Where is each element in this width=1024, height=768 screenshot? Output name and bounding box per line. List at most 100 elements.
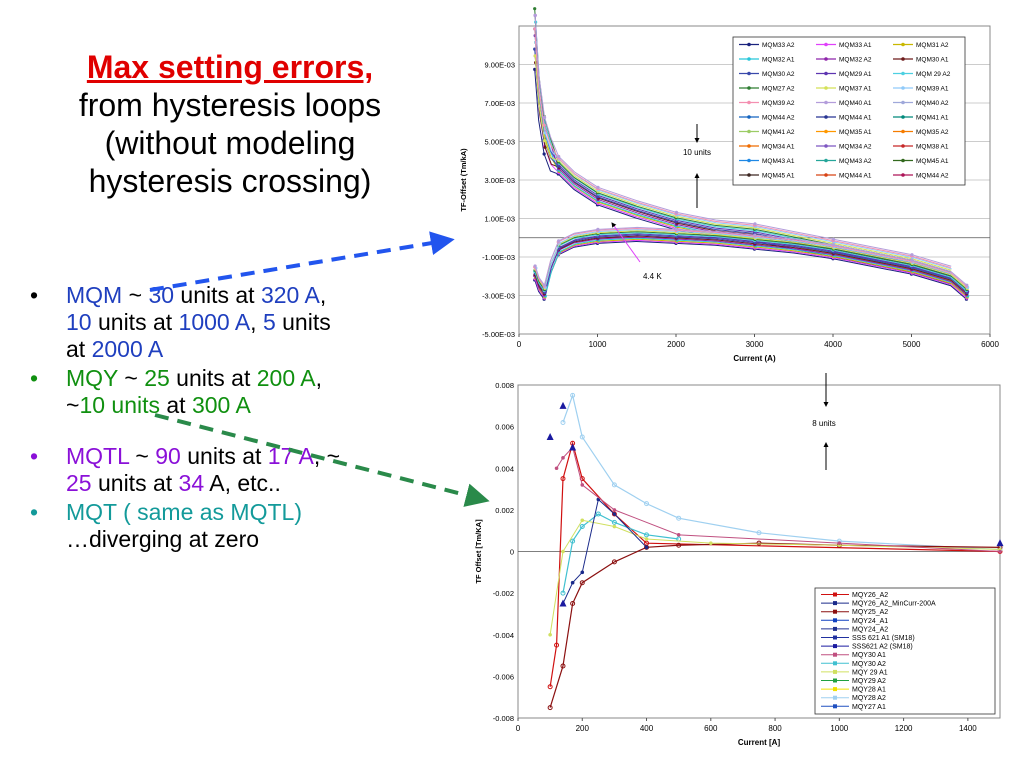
- legend-label: MQM45 A1: [762, 173, 795, 180]
- legend-swatch-marker: [747, 57, 751, 61]
- legend-swatch-marker: [833, 635, 837, 640]
- data-point: [557, 154, 561, 159]
- legend-swatch-marker: [833, 592, 837, 597]
- bullet-text: ~: [66, 392, 80, 418]
- bullet-value: 10 units: [79, 392, 160, 418]
- legend-label: SSS 621 A1 (SM18): [852, 635, 915, 642]
- data-point-triangle: [559, 599, 567, 607]
- x-tick-label: 400: [640, 724, 654, 733]
- legend-swatch-marker: [833, 601, 837, 606]
- x-tick-label: 600: [704, 724, 718, 733]
- legend-swatch-marker: [833, 652, 837, 657]
- legend-label: MQY24_A2: [852, 626, 888, 633]
- data-point: [557, 239, 561, 243]
- legend-swatch-marker: [901, 100, 905, 105]
- legend-swatch-marker: [824, 71, 828, 76]
- data-point: [542, 138, 547, 143]
- data-point: [579, 580, 585, 586]
- pointer-arrow-green: [154, 413, 490, 507]
- bullet-dot: •: [30, 443, 39, 469]
- annotation-4-4k: 4.4 K: [643, 272, 662, 281]
- y-tick-label: 9.00E-03: [485, 61, 515, 70]
- legend-swatch-marker: [901, 115, 905, 119]
- x-tick-label: 1000: [589, 340, 607, 349]
- legend-label: MQY 29 A1: [852, 669, 888, 676]
- data-point: [580, 570, 585, 575]
- data-point: [910, 258, 914, 262]
- y-tick-label: 5.00E-03: [485, 138, 515, 147]
- slide-subtitle-line-1: from hysteresis loops: [78, 87, 382, 123]
- legend-swatch-marker: [747, 158, 751, 163]
- data-series-line: [556, 446, 1001, 552]
- slide-subtitle-line-2: (without modeling: [104, 125, 356, 161]
- data-point: [595, 511, 601, 517]
- data-point: [533, 67, 537, 71]
- legend-swatch-marker: [901, 173, 905, 177]
- legend-swatch-marker: [747, 42, 751, 47]
- bullet-text: A, etc..: [204, 470, 281, 496]
- legend-label: MQM38 A1: [916, 144, 949, 151]
- chart2-legend: [814, 587, 996, 715]
- y-tick-label: -0.008: [493, 714, 514, 723]
- data-point: [542, 123, 546, 127]
- bullet-text: units at: [91, 470, 179, 496]
- bullet-value: 200 A: [256, 365, 316, 391]
- legend-swatch-marker: [833, 695, 837, 700]
- y-tick-label: 0.002: [495, 506, 514, 515]
- legend-label: MQM35 A1: [839, 129, 872, 136]
- bullet-mqtl: • MQTL ~ 90 units at 17 A, ~ 25 units at…: [28, 443, 448, 497]
- data-point: [753, 222, 757, 226]
- y-tick-label: 7.00E-03: [485, 99, 515, 108]
- legend-swatch-marker: [833, 669, 837, 674]
- annotation-8-units: 8 units: [812, 419, 836, 428]
- legend-swatch-marker: [833, 618, 837, 623]
- bullet-mqt-label: MQT ( same as MQTL): [66, 499, 302, 525]
- x-axis-label: Current (A): [733, 354, 776, 363]
- bullet-text: ,: [315, 365, 322, 391]
- data-point: [580, 518, 585, 523]
- data-series-line: [535, 42, 952, 270]
- legend-label: MQM44 A1: [839, 173, 872, 180]
- legend-label: MQY25_A2: [852, 609, 888, 616]
- bullet-value: 10: [66, 309, 92, 335]
- data-point: [570, 538, 576, 544]
- y-tick-label: -3.00E-03: [482, 292, 515, 301]
- data-point: [612, 512, 617, 516]
- data-point: [596, 227, 600, 231]
- data-point: [756, 530, 762, 536]
- bullet-value: 90: [155, 443, 181, 469]
- data-point: [547, 684, 553, 690]
- legend-swatch-marker: [824, 86, 828, 90]
- slide-subtitle-line-3: hysteresis crossing): [88, 163, 372, 199]
- data-point: [570, 601, 576, 607]
- legend-swatch-marker: [901, 71, 905, 76]
- y-tick-label: 1.00E-03: [485, 215, 515, 224]
- data-point: [644, 544, 650, 550]
- legend-label: MQM32 A2: [839, 57, 872, 64]
- slide-title-block: Max setting errors, from hysteresis loop…: [30, 48, 430, 200]
- annotation-4k-pointer: [611, 222, 641, 263]
- legend-swatch-marker: [901, 86, 905, 90]
- bullet-mqy-label: MQY: [66, 365, 118, 391]
- bullet-value: 320 A: [260, 282, 320, 308]
- data-point: [533, 264, 537, 268]
- legend-label: MQM43 A2: [839, 158, 872, 165]
- y-axis-label: TF Offset [Tm/KA]: [474, 519, 483, 584]
- legend-label: MQM45 A1: [916, 158, 949, 165]
- legend-swatch-marker: [901, 144, 905, 148]
- legend-swatch-marker: [747, 129, 751, 134]
- data-point: [548, 632, 552, 637]
- legend-label: MQM34 A2: [839, 144, 872, 151]
- data-point: [570, 392, 576, 398]
- bullet-text: ~: [129, 443, 156, 469]
- legend-swatch-marker: [833, 626, 837, 631]
- legend-swatch-marker: [833, 678, 837, 683]
- data-point: [709, 541, 713, 545]
- bullet-mqt: • MQT ( same as MQTL) …diverging at zero: [28, 499, 448, 553]
- bullet-value: 1000 A: [178, 309, 251, 335]
- data-point: [611, 511, 617, 517]
- data-point: [542, 152, 546, 156]
- legend-label: MQY27 A1: [852, 704, 886, 711]
- data-series-line: [534, 15, 952, 267]
- data-point: [560, 663, 566, 669]
